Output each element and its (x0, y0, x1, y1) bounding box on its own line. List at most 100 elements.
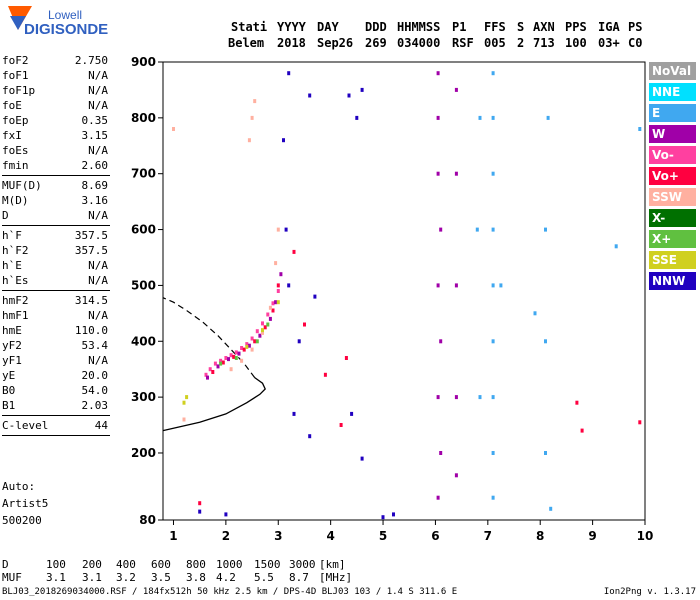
echo-point (263, 325, 267, 330)
legend-item-vominus: Vo- (649, 146, 696, 164)
echo-point (297, 339, 301, 344)
echo-point (172, 127, 175, 131)
echo-point (292, 249, 296, 254)
y-tick-label: 200 (131, 446, 156, 460)
echo-point (245, 342, 249, 347)
echo-point (454, 283, 458, 288)
legend: NoVal NNE E W Vo- Vo+ SSW X- X+ SSE NNW (649, 62, 696, 293)
param-value: N/A (88, 209, 108, 222)
header-value-s: 2 (517, 36, 525, 50)
echo-point (268, 305, 272, 310)
param-value: 20.0 (81, 369, 109, 382)
param-label: h`F (2, 229, 22, 242)
echo-point (491, 171, 495, 176)
header-label-pps: PPS (565, 20, 587, 34)
header-value-axn: 713 (533, 36, 555, 50)
digisonde-logo: Lowell DIGISONDE (4, 4, 114, 44)
x-tick-label: 4 (326, 529, 334, 543)
param-row-fxi: fxI 3.15 (2, 129, 108, 143)
echo-point (261, 330, 264, 335)
param-value: 2.60 (81, 159, 109, 172)
electron-density-profile-dashed (162, 297, 256, 378)
echo-point (614, 244, 618, 249)
y-tick-label: 400 (131, 334, 156, 348)
echo-point (436, 171, 440, 176)
echo-point (436, 283, 440, 288)
echo-point (339, 423, 343, 427)
echo-point (544, 227, 547, 232)
param-row-fof2: foF2 2.750 (2, 54, 108, 68)
echo-point (219, 358, 223, 363)
echo-point (198, 501, 202, 506)
echo-point (261, 321, 264, 326)
echo-point (276, 283, 280, 288)
echo-point (638, 420, 642, 425)
echo-point (491, 339, 495, 344)
x-tick-label: 3 (274, 529, 282, 543)
legend-item-nnw: NNW (649, 272, 696, 290)
param-label: M(D) (2, 194, 29, 207)
echo-point (292, 411, 296, 416)
echo-point (491, 495, 495, 500)
param-label: foEs (2, 144, 29, 157)
param-separator (2, 290, 110, 291)
header-value-ffs: 005 (484, 36, 506, 50)
distance-value: 400 (116, 558, 136, 571)
echo-point (245, 344, 249, 349)
echo-point (240, 346, 244, 350)
echo-point (491, 395, 495, 400)
header-label-day: DAY (317, 20, 339, 34)
param-label: hmF1 (2, 309, 29, 322)
header-label-stati: Stati (231, 20, 268, 34)
header-label-iga: IGA (598, 20, 620, 34)
muf-value: 3.1 (46, 571, 66, 584)
param-separator (2, 415, 110, 416)
param-row-hme: hmE 110.0 (2, 324, 108, 338)
echo-point (344, 356, 348, 360)
muf-label: MUF (2, 571, 22, 584)
distance-value: [km] (319, 558, 346, 571)
echo-point (439, 451, 443, 455)
legend-item-nne: NNE (649, 83, 696, 101)
header-label-ddd: DDD (365, 20, 387, 34)
echo-point (454, 87, 458, 92)
param-separator (2, 435, 110, 436)
echo-point (266, 322, 270, 327)
param-row-foe: foE N/A (2, 99, 108, 113)
legend-item-xplus: X+ (649, 230, 696, 248)
header-label-ffs: FFS (484, 20, 506, 34)
echo-point (454, 395, 458, 400)
param-row-hes: h`Es N/A (2, 274, 108, 288)
param-value: 110.0 (74, 324, 108, 337)
echo-point (287, 283, 291, 288)
echo-point (206, 375, 209, 380)
param-row-ye: yE 20.0 (2, 369, 108, 383)
legend-item-noval: NoVal (649, 62, 696, 80)
echo-point (224, 356, 228, 360)
x-tick-label: 9 (588, 529, 596, 543)
header-label-ps: PS (628, 20, 643, 34)
echo-point (274, 261, 278, 266)
y-tick-label: 600 (131, 223, 156, 237)
param-row-clevel: C-level 44 (2, 419, 108, 433)
echo-point (279, 272, 283, 277)
echo-point (360, 456, 364, 461)
y-tick-label: 700 (131, 167, 156, 181)
param-row-foep: foEp 0.35 (2, 114, 108, 128)
echo-point (182, 400, 186, 405)
param-separator (2, 225, 110, 226)
echo-point (533, 311, 537, 316)
distance-value: 200 (82, 558, 102, 571)
param-label: fmin (2, 159, 29, 172)
echo-point (638, 127, 642, 131)
param-separator (2, 175, 110, 176)
param-row-hf: h`F 357.5 (2, 229, 108, 243)
param-row-b1: B1 2.03 (2, 399, 108, 413)
param-label: B1 (2, 399, 16, 412)
param-value: 44 (94, 419, 108, 432)
echo-point (266, 312, 270, 317)
param-label: foF1p (2, 84, 36, 97)
param-row-mufd: MUF(D) 8.69 (2, 179, 108, 193)
echo-point (284, 227, 288, 232)
